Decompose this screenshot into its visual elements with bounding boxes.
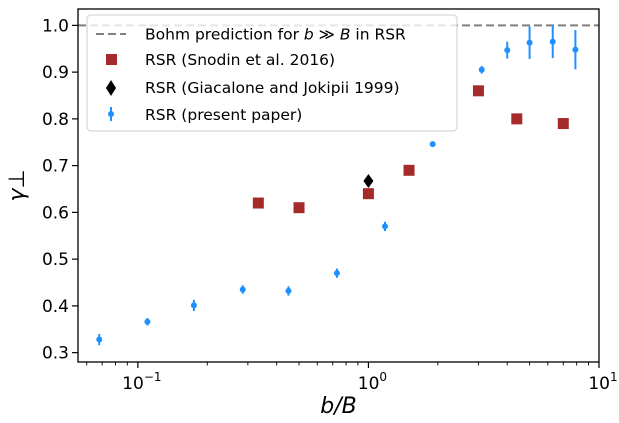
legend-label-giacalone: RSR (Giacalone and Jokipii 1999) — [145, 79, 400, 97]
x-tick-label: 10−1 — [122, 370, 161, 394]
y-tick-label: 0.8 — [42, 110, 69, 130]
snodin-square-marker — [293, 202, 305, 214]
present-point-marker — [333, 270, 340, 277]
x-tick-label: 100 — [358, 370, 387, 394]
present-point-marker — [96, 336, 103, 343]
present-point-marker — [429, 141, 436, 148]
snodin-square-marker — [403, 164, 415, 176]
present-point-marker — [285, 287, 292, 294]
legend-diamond-icon — [106, 80, 116, 96]
plot-frame — [77, 8, 600, 363]
giacalone-diamond-marker — [363, 174, 374, 189]
y-tick-label: 0.4 — [42, 297, 69, 317]
present-point-marker — [478, 66, 485, 73]
y-tick-label: 0.9 — [42, 63, 69, 83]
present-point-marker — [504, 47, 511, 54]
y-axis-label: γ⊥ — [5, 169, 30, 201]
snodin-square-marker — [511, 113, 523, 125]
present-point-marker — [549, 38, 556, 45]
x-tick-label: 101 — [588, 370, 617, 394]
y-tick-label: 0.3 — [42, 344, 69, 364]
legend-dot-icon — [108, 111, 114, 117]
present-point-marker — [382, 223, 389, 230]
axes: 0.3 0.4 0.5 0.6 0.7 0.8 0.9 1.0 10−1 100 101 b/B γ⊥ — [5, 16, 618, 419]
x-axis-label: b/B — [320, 394, 356, 419]
legend-label-snodin: RSR (Snodin et al. 2016) — [145, 51, 335, 69]
legend-box — [86, 14, 458, 132]
present-point-marker — [526, 39, 533, 46]
snodin-square-marker — [557, 118, 569, 130]
y-tick-label: 1.0 — [42, 16, 69, 36]
legend-label-bohm: Bohm prediction for b ≫ B in RSR — [145, 26, 406, 44]
y-tick-label: 0.7 — [42, 157, 69, 177]
legend-square-icon — [106, 54, 117, 65]
legend: Bohm prediction for b ≫ B in RSR RSR (Sn… — [86, 14, 458, 132]
present-point-marker — [239, 286, 246, 293]
present-point-marker — [190, 302, 197, 309]
snodin-square-marker — [252, 197, 264, 209]
present-point-marker — [144, 318, 151, 325]
legend-label-present: RSR (present paper) — [145, 106, 302, 124]
present-point-marker — [572, 46, 579, 53]
y-tick-label: 0.6 — [42, 203, 69, 223]
snodin-square-marker — [362, 188, 374, 200]
y-tick-label: 0.5 — [42, 250, 69, 270]
snodin-square-marker — [472, 85, 484, 97]
